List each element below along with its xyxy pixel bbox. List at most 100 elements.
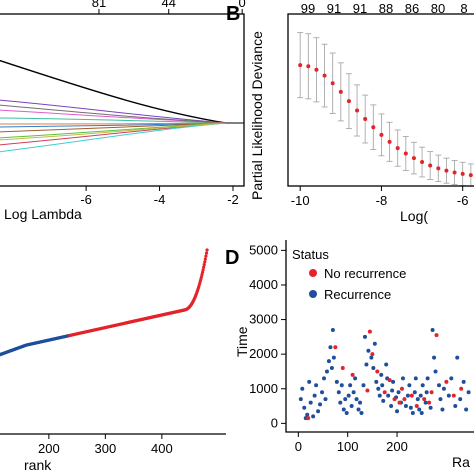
recurrence-point [308,400,313,405]
deviance-point [387,139,392,144]
panel-a-top-axis: 81 44 0 [92,0,246,14]
no-recurrence-point [333,345,338,350]
panel-b-y-label: Partial Likelihood Deviance [249,31,265,200]
x-tick-label: 400 [151,441,173,456]
recurrence-point [415,397,420,402]
recurrence-point [405,393,410,398]
recurrence-point [323,397,328,402]
panel-d-survival-points [298,327,471,421]
x-tick-label: -4 [154,192,166,207]
recurrence-point [320,390,325,395]
recurrence-point [389,404,394,409]
risk-score-point [203,260,207,264]
recurrence-point [346,393,351,398]
coefficient-path [0,59,226,124]
recurrence-point [336,390,341,395]
recurrence-point [330,327,335,332]
panel-c-risk-score-points [0,248,209,357]
recurrence-point [428,405,433,410]
risk-score-point [202,265,206,269]
legend-label-no-recurrence: No recurrence [324,266,406,281]
recurrence-point [396,390,401,395]
coefficient-path [0,122,226,133]
recurrence-point [424,390,429,395]
coefficient-path [0,104,226,124]
recurrence-point [461,379,466,384]
top-tick-label: 81 [92,0,106,10]
recurrence-point [425,376,430,381]
deviance-point [363,117,368,122]
no-recurrence-point [429,390,434,395]
no-recurrence-point [434,333,439,338]
recurrence-point [417,407,422,412]
recurrence-point [331,355,336,360]
panel-a-x-axis: -6 -4 -2 [80,186,239,207]
risk-score-point [201,268,205,272]
no-recurrence-point [370,352,375,357]
deviance-point [330,81,335,86]
recurrence-point [446,393,451,398]
recurrence-point [418,393,423,398]
panel-d-x-axis: 0 100 200 [295,432,408,454]
deviance-point [298,63,303,68]
recurrence-point [348,383,353,388]
top-tick-label: 80 [431,1,445,16]
recurrence-point [420,383,425,388]
deviance-point [395,146,400,151]
recurrence-point [374,379,379,384]
risk-score-point [204,251,209,255]
recurrence-point [318,402,323,407]
recurrence-point [413,376,418,381]
x-tick-label: 0 [295,439,302,454]
recurrence-point [458,397,463,402]
deviance-point [411,156,416,161]
x-tick-label: -2 [227,192,239,207]
top-tick-label: 91 [327,1,341,16]
no-recurrence-point [340,366,345,370]
recurrence-point [386,393,391,398]
panel-b: B 99 91 91 88 86 80 8 -10 -8 -6 Log( Partial Lik… [226,1,474,224]
risk-score-point [200,270,205,274]
deviance-point [355,108,360,113]
deviance-point [338,89,343,94]
panel-d-axes [285,240,474,433]
top-tick-label: 86 [405,1,419,16]
recurrence-point [449,376,454,381]
legend-title: Status [292,247,329,262]
recurrence-point [338,400,343,405]
panel-b-x-label: Log( [400,208,428,224]
recurrence-point [314,383,319,388]
top-tick-label: 0 [239,0,246,10]
deviance-point [346,99,351,104]
coefficient-path [0,99,226,124]
panel-c-x-axis: 200 300 400 [38,434,173,456]
recurrence-point [455,355,460,360]
no-recurrence-point [375,369,380,374]
panel-d-x-label: Ra [452,454,470,470]
recurrence-point [358,400,363,405]
recurrence-point [407,383,412,388]
no-recurrence-point [350,372,355,377]
x-tick-label: 100 [337,439,359,454]
risk-score-point [205,248,209,252]
recurrence-point [356,407,361,412]
panel-a-frame [0,13,245,187]
no-recurrence-point [427,400,432,405]
no-recurrence-point [306,416,311,421]
panel-b-cv-curve [297,32,474,187]
no-recurrence-point [382,390,387,395]
deviance-point [420,160,425,165]
recurrence-point [438,397,443,402]
risk-score-point [200,273,204,277]
deviance-point [314,67,319,72]
no-recurrence-point [444,379,449,384]
recurrence-point [384,362,389,367]
top-tick-label: 88 [379,1,393,16]
panel-d-y-axis: 0 1000 2000 3000 4000 5000 [249,242,286,430]
recurrence-point [408,405,413,410]
no-recurrence-point [414,404,419,409]
risk-score-point [202,263,206,267]
recurrence-point [381,398,386,403]
recurrence-point [423,400,428,405]
